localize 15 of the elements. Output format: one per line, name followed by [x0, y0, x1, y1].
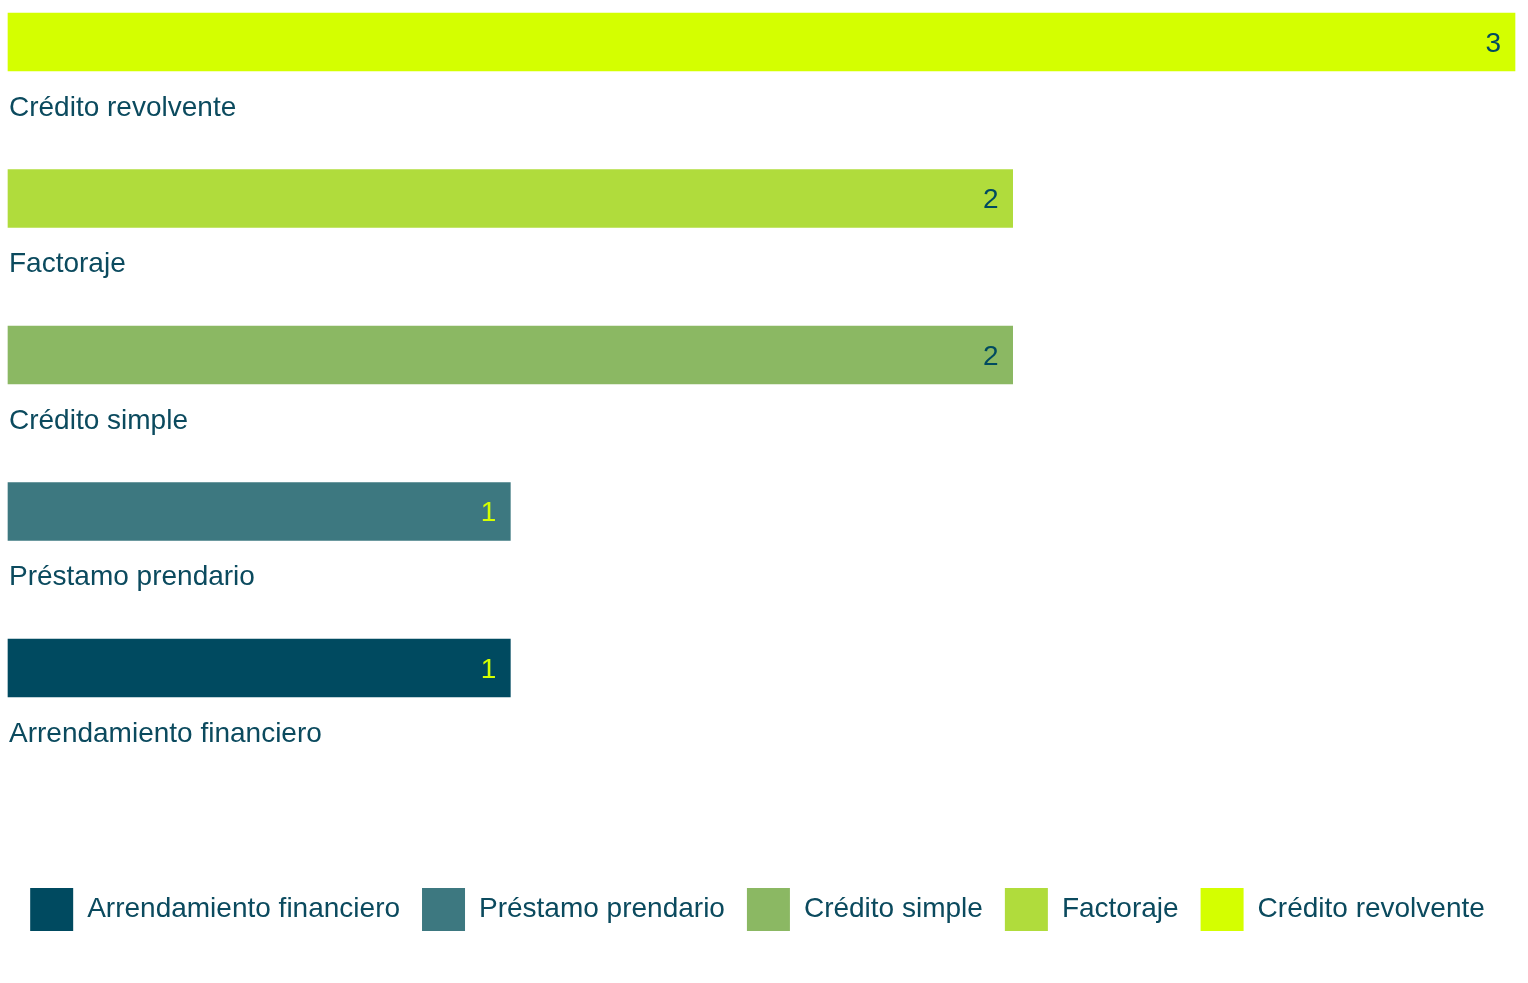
data-label: 1 [480, 496, 497, 528]
legend-label: Arrendamiento financiero [87, 892, 401, 924]
legend-label: Crédito simple [803, 892, 983, 924]
data-label: 2 [983, 339, 999, 371]
legend-label: Préstamo prendario [479, 892, 725, 924]
legend-label: Factoraje [1061, 892, 1179, 924]
data-label: 3 [1485, 26, 1501, 58]
y-tick-label: Arrendamiento financiero [9, 716, 322, 748]
y-tick-label: Crédito simple [9, 403, 188, 435]
data-label: 1 [480, 652, 497, 684]
legend-label: Crédito revolvente [1257, 892, 1485, 924]
y-tick-label: Préstamo prendario [9, 560, 255, 592]
data-label: 2 [983, 183, 999, 215]
y-tick-label: Crédito revolvente [9, 90, 237, 122]
y-tick-label: Factoraje [9, 247, 126, 279]
